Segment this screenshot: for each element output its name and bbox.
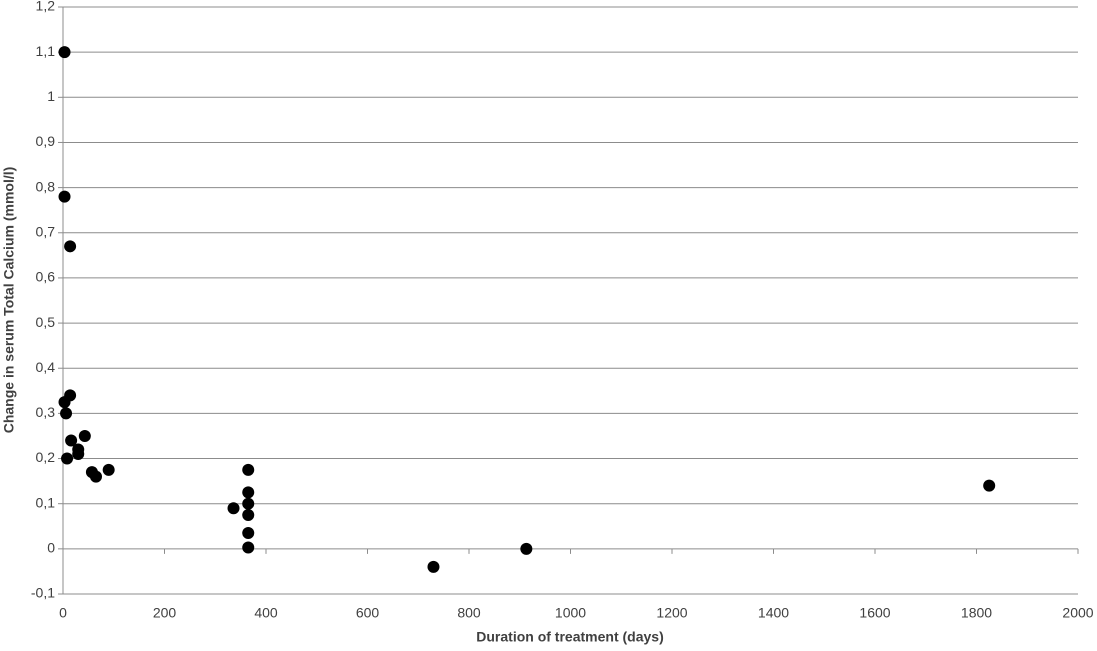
point: [242, 527, 255, 540]
point: [227, 502, 240, 515]
y-tick-label: 1,2: [36, 0, 56, 14]
point: [58, 190, 71, 203]
x-tick-label: 800: [457, 605, 481, 621]
point: [242, 463, 255, 476]
x-tick-label: 2000: [1062, 605, 1093, 621]
y-tick-label: 0,9: [36, 133, 56, 149]
y-tick-label: 0,6: [36, 269, 56, 285]
point: [242, 497, 255, 510]
y-tick-label: 0: [47, 540, 55, 556]
y-tick-label: 0,2: [36, 449, 56, 465]
y-tick-label: -0,1: [31, 585, 55, 601]
x-tick-label: 1800: [961, 605, 992, 621]
point: [520, 542, 533, 555]
point: [89, 470, 102, 483]
x-axis-title: Duration of treatment (days): [476, 629, 663, 645]
point: [61, 452, 74, 465]
point: [427, 560, 440, 573]
y-tick-label: 1: [47, 88, 55, 104]
x-tick-label: 1200: [656, 605, 687, 621]
point: [72, 448, 85, 461]
x-tick-label: 0: [59, 605, 67, 621]
x-tick-label: 1600: [859, 605, 890, 621]
y-tick-label: 1,1: [36, 43, 56, 59]
point: [242, 508, 255, 521]
x-tick-label: 400: [254, 605, 278, 621]
y-tick-label: 0,3: [36, 404, 56, 420]
y-tick-label: 0,1: [36, 494, 56, 510]
x-tick-label: 200: [153, 605, 177, 621]
point: [64, 389, 77, 402]
x-tick-label: 1400: [758, 605, 789, 621]
y-tick-label: 0,5: [36, 314, 56, 330]
y-tick-label: 0,7: [36, 223, 56, 239]
point: [242, 486, 255, 499]
point: [58, 46, 71, 59]
point: [78, 429, 91, 442]
point: [983, 479, 996, 492]
point: [102, 463, 115, 476]
x-tick-label: 600: [356, 605, 380, 621]
point: [64, 240, 77, 253]
y-tick-label: 0,4: [36, 359, 56, 375]
x-tick-label: 1000: [555, 605, 586, 621]
y-tick-label: 0,8: [36, 178, 56, 194]
y-axis-title: Change in serum Total Calcium (mmol/l): [1, 167, 17, 434]
point: [65, 434, 78, 447]
point: [60, 407, 73, 420]
point: [242, 541, 255, 554]
